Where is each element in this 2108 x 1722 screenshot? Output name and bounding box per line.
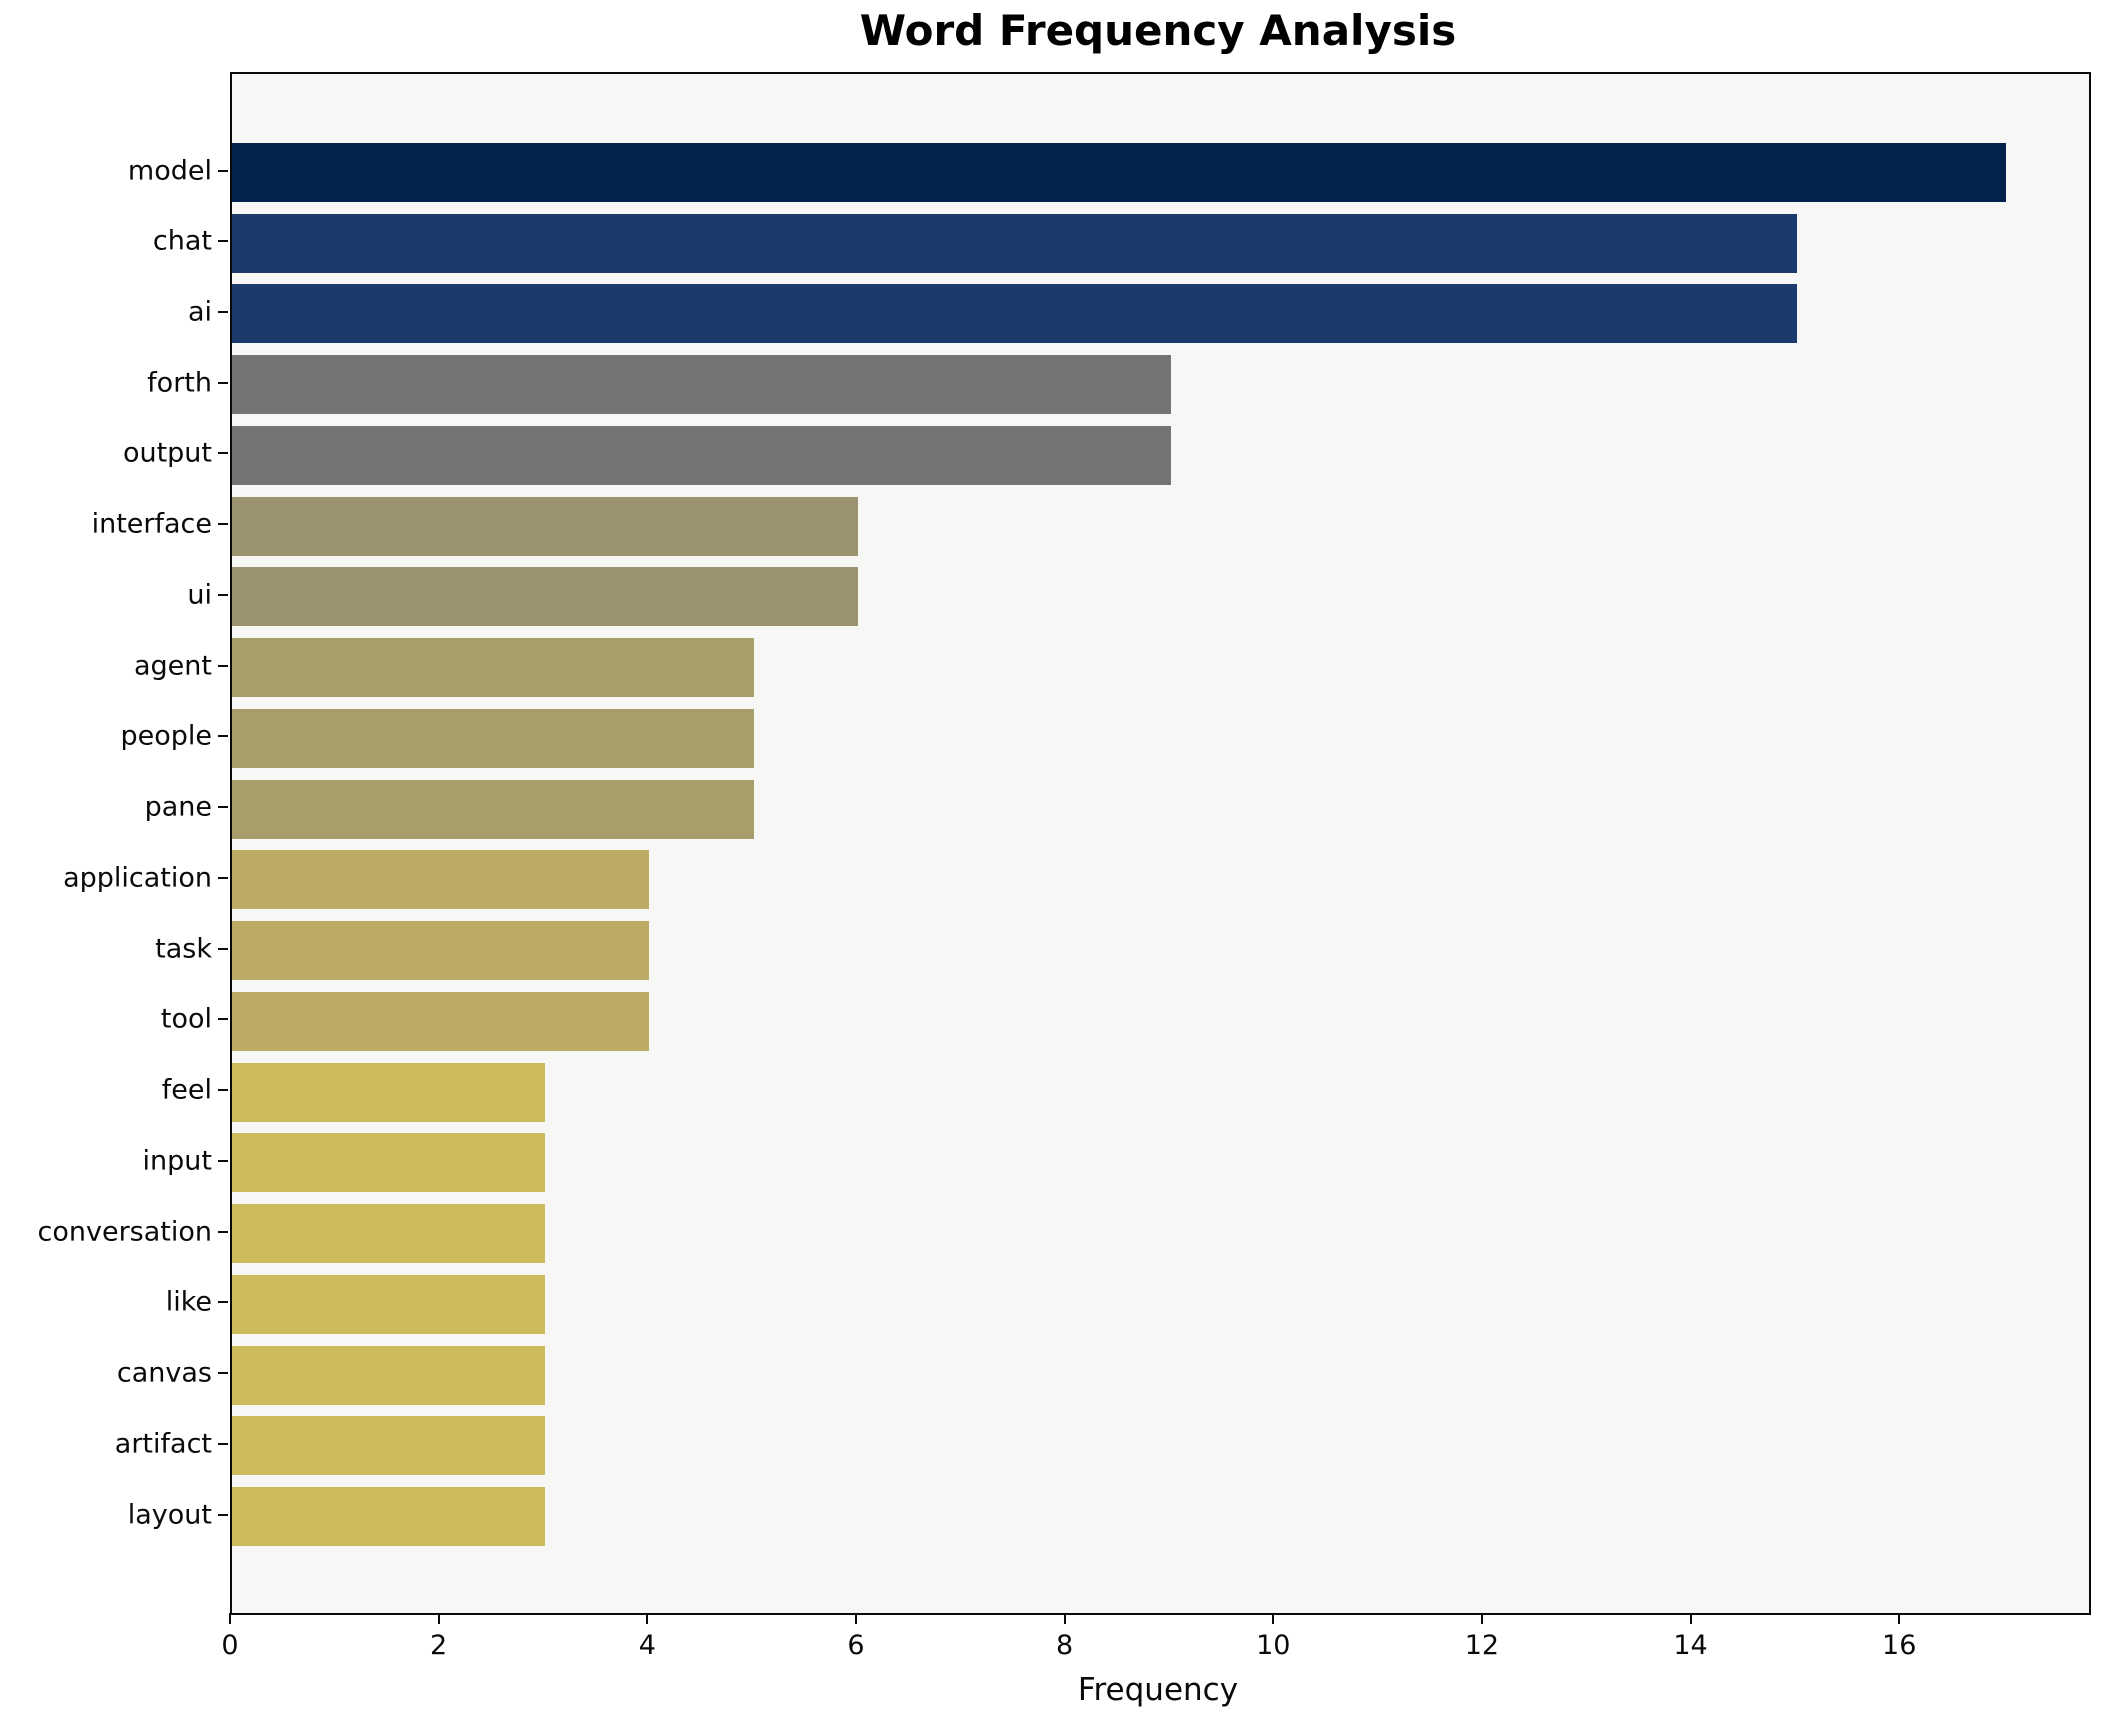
- bar-canvas: [232, 1345, 545, 1405]
- bar-like: [232, 1274, 545, 1334]
- y-tick-mark: [218, 876, 228, 879]
- bar-application: [232, 850, 650, 910]
- bar-pane: [232, 779, 754, 839]
- y-tick-label: application: [63, 862, 212, 894]
- y-tick-mark: [218, 1089, 228, 1092]
- y-tick-label: layout: [127, 1499, 212, 1530]
- bar-task: [232, 921, 650, 981]
- y-tick-mark: [218, 664, 228, 667]
- y-tick-mark: [218, 240, 228, 243]
- chart-title: Word Frequency Analysis: [859, 6, 1457, 55]
- y-tick-mark: [218, 381, 228, 384]
- y-tick-label: output: [122, 437, 212, 469]
- bar-feel: [232, 1062, 545, 1122]
- y-tick-mark: [218, 523, 228, 526]
- x-tick-mark: [1689, 1613, 1692, 1624]
- bar-ai: [232, 284, 1797, 344]
- plot-area: [230, 72, 2091, 1615]
- y-tick-mark: [218, 593, 228, 596]
- bar-agent: [232, 638, 754, 698]
- x-tick-label: 2: [430, 1630, 448, 1661]
- y-tick-label: agent: [134, 650, 212, 682]
- x-tick-label: 4: [638, 1630, 656, 1661]
- x-tick-mark: [437, 1613, 440, 1624]
- x-tick-label: 16: [1882, 1630, 1917, 1661]
- bar-layout: [232, 1487, 545, 1546]
- y-tick-mark: [218, 1513, 228, 1516]
- y-tick-label: conversation: [37, 1216, 213, 1248]
- x-tick-mark: [1063, 1613, 1066, 1624]
- x-tick-mark: [646, 1613, 649, 1624]
- y-tick-mark: [218, 1301, 228, 1304]
- y-tick-label: people: [120, 720, 212, 752]
- x-tick-label: 10: [1256, 1630, 1291, 1661]
- y-tick-label: artifact: [114, 1428, 212, 1460]
- y-tick-label: task: [155, 933, 212, 965]
- y-tick-label: ai: [187, 296, 212, 328]
- y-tick-mark: [218, 947, 228, 950]
- bar-output: [232, 425, 1171, 485]
- x-axis-label: Frequency: [1077, 1672, 1239, 1708]
- y-tick-label: chat: [152, 225, 212, 257]
- x-tick-label: 6: [847, 1630, 865, 1661]
- y-tick-label: canvas: [116, 1357, 212, 1389]
- bar-ui: [232, 567, 858, 627]
- bar-interface: [232, 496, 858, 556]
- y-tick-label: feel: [161, 1074, 212, 1106]
- y-tick-label: model: [127, 155, 212, 186]
- y-tick-label: tool: [160, 1003, 212, 1035]
- y-tick-mark: [218, 169, 228, 172]
- y-tick-label: forth: [147, 367, 212, 399]
- bar-people: [232, 708, 754, 768]
- x-tick-mark: [1272, 1613, 1275, 1624]
- y-tick-label: interface: [91, 508, 212, 540]
- x-tick-label: 14: [1673, 1630, 1708, 1661]
- y-tick-label: ui: [187, 579, 212, 611]
- x-tick-label: 0: [221, 1630, 239, 1661]
- bar-conversation: [232, 1204, 545, 1264]
- x-tick-mark: [229, 1613, 231, 1624]
- x-tick-label: 8: [1056, 1630, 1074, 1661]
- y-tick-mark: [218, 1372, 228, 1375]
- bar-artifact: [232, 1416, 545, 1476]
- bar-tool: [232, 991, 650, 1051]
- bar-forth: [232, 355, 1171, 415]
- x-tick-mark: [1898, 1613, 1901, 1624]
- y-tick-mark: [218, 1230, 228, 1233]
- y-tick-mark: [218, 452, 228, 455]
- bar-chat: [232, 213, 1797, 273]
- bar-input: [232, 1133, 545, 1193]
- y-tick-label: input: [142, 1145, 212, 1177]
- x-tick-mark: [1480, 1613, 1483, 1624]
- y-tick-mark: [218, 1442, 228, 1445]
- bar-model: [232, 143, 2006, 202]
- y-tick-mark: [218, 735, 228, 738]
- y-tick-mark: [218, 1018, 228, 1021]
- y-tick-mark: [218, 806, 228, 809]
- x-tick-label: 12: [1464, 1630, 1500, 1661]
- y-tick-label: pane: [144, 791, 212, 823]
- y-tick-label: like: [165, 1286, 212, 1318]
- y-axis-labels: model chat ai forth output interface ui agent pe…: [0, 72, 213, 1611]
- x-tick-mark: [854, 1613, 857, 1624]
- y-tick-mark: [218, 1159, 228, 1162]
- y-tick-mark: [218, 310, 228, 313]
